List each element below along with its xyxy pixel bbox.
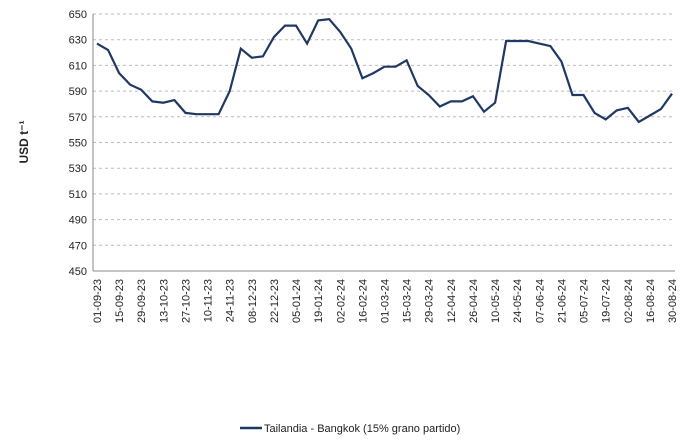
- y-axis-label: USD t⁻¹: [17, 121, 31, 164]
- x-tick-label: 01-09-23: [92, 279, 104, 323]
- x-tick-label: 13-10-23: [158, 279, 170, 323]
- y-tick-label: 510: [69, 189, 87, 201]
- x-tick-label: 30-08-24: [667, 279, 679, 323]
- x-tick-label: 26-04-24: [468, 279, 480, 323]
- y-tick-label: 530: [69, 163, 87, 175]
- x-tick-label: 24-05-24: [512, 279, 524, 323]
- x-tick-label: 29-09-23: [136, 279, 148, 323]
- y-tick-label: 470: [69, 240, 87, 252]
- x-tick-label: 16-02-24: [357, 279, 369, 323]
- x-tick-label: 12-04-24: [446, 279, 458, 323]
- x-tick-label: 21-06-24: [556, 279, 568, 323]
- x-tick-label: 05-01-24: [291, 279, 303, 323]
- y-tick-label: 550: [69, 138, 87, 150]
- x-tick-label: 07-06-24: [534, 279, 546, 323]
- x-tick-label: 29-03-24: [424, 279, 436, 323]
- y-tick-label: 630: [69, 35, 87, 47]
- y-tick-label: 610: [69, 60, 87, 72]
- x-tick-label: 08-12-23: [247, 279, 259, 323]
- x-tick-label: 16-08-24: [645, 279, 657, 323]
- x-tick-label: 24-11-23: [225, 279, 237, 322]
- data-line: [96, 17, 673, 124]
- x-tick-label: 15-03-24: [402, 279, 414, 323]
- y-tick-label: 570: [69, 112, 87, 124]
- y-tick-label: 590: [69, 86, 87, 98]
- x-tick-label: 19-01-24: [313, 279, 325, 323]
- y-tick-label: 490: [69, 215, 87, 227]
- legend-label: Tailandia - Bangkok (15% grano partido): [264, 423, 460, 435]
- x-tick-label: 22-12-23: [269, 279, 281, 323]
- x-tick-label: 10-05-24: [490, 279, 502, 323]
- x-tick-label: 01-03-24: [380, 279, 392, 323]
- x-tick-label: 19-07-24: [601, 279, 613, 323]
- y-tick-label: 450: [69, 266, 87, 278]
- x-tick-label: 15-09-23: [114, 279, 126, 323]
- x-tick-label: 10-11-23: [203, 279, 215, 322]
- x-tick-label: 05-07-24: [579, 279, 591, 323]
- x-tick-label: 27-10-23: [180, 279, 192, 323]
- x-tick-label: 02-02-24: [335, 279, 347, 323]
- x-tick-label: 02-08-24: [623, 279, 635, 323]
- y-tick-label: 650: [69, 9, 87, 21]
